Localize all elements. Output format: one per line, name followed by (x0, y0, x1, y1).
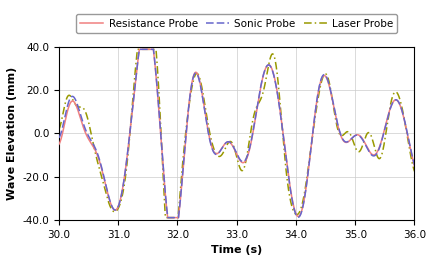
Laser Probe (193, 73, 198, 76)
Resistance Probe (412, 165, 417, 168)
Resistance Probe (137, 48, 142, 51)
Laser Probe (163, 216, 168, 219)
Resistance Probe (97, 160, 102, 163)
Sonic Probe (367, 151, 372, 154)
Sonic Probe (97, 158, 102, 161)
X-axis label: Time (s): Time (s) (211, 245, 262, 255)
Sonic Probe (137, 48, 142, 51)
Laser Probe (97, 168, 102, 171)
Resistance Probe (56, 143, 61, 146)
Resistance Probe (208, 143, 213, 146)
Laser Probe (208, 137, 213, 140)
Sonic Probe (165, 216, 171, 219)
Resistance Probe (367, 150, 372, 153)
Legend: Resistance Probe, Sonic Probe, Laser Probe: Resistance Probe, Sonic Probe, Laser Pro… (76, 14, 397, 33)
Laser Probe (135, 48, 140, 51)
Line: Resistance Probe: Resistance Probe (59, 49, 414, 218)
Line: Laser Probe: Laser Probe (59, 49, 414, 218)
Sonic Probe (405, 133, 410, 137)
Resistance Probe (193, 71, 198, 74)
Sonic Probe (412, 163, 417, 167)
Laser Probe (56, 128, 61, 131)
Laser Probe (412, 170, 417, 173)
Sonic Probe (118, 197, 123, 200)
Laser Probe (118, 201, 123, 204)
Sonic Probe (56, 136, 61, 139)
Line: Sonic Probe: Sonic Probe (59, 49, 414, 218)
Y-axis label: Wave Elevation (mm): Wave Elevation (mm) (7, 67, 17, 200)
Resistance Probe (165, 216, 170, 219)
Resistance Probe (405, 134, 410, 137)
Sonic Probe (208, 143, 213, 146)
Laser Probe (367, 131, 372, 134)
Laser Probe (405, 137, 410, 140)
Sonic Probe (193, 72, 198, 75)
Resistance Probe (118, 197, 123, 200)
